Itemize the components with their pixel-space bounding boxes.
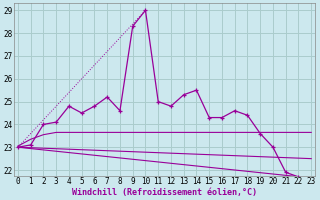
X-axis label: Windchill (Refroidissement éolien,°C): Windchill (Refroidissement éolien,°C) [72,188,257,197]
